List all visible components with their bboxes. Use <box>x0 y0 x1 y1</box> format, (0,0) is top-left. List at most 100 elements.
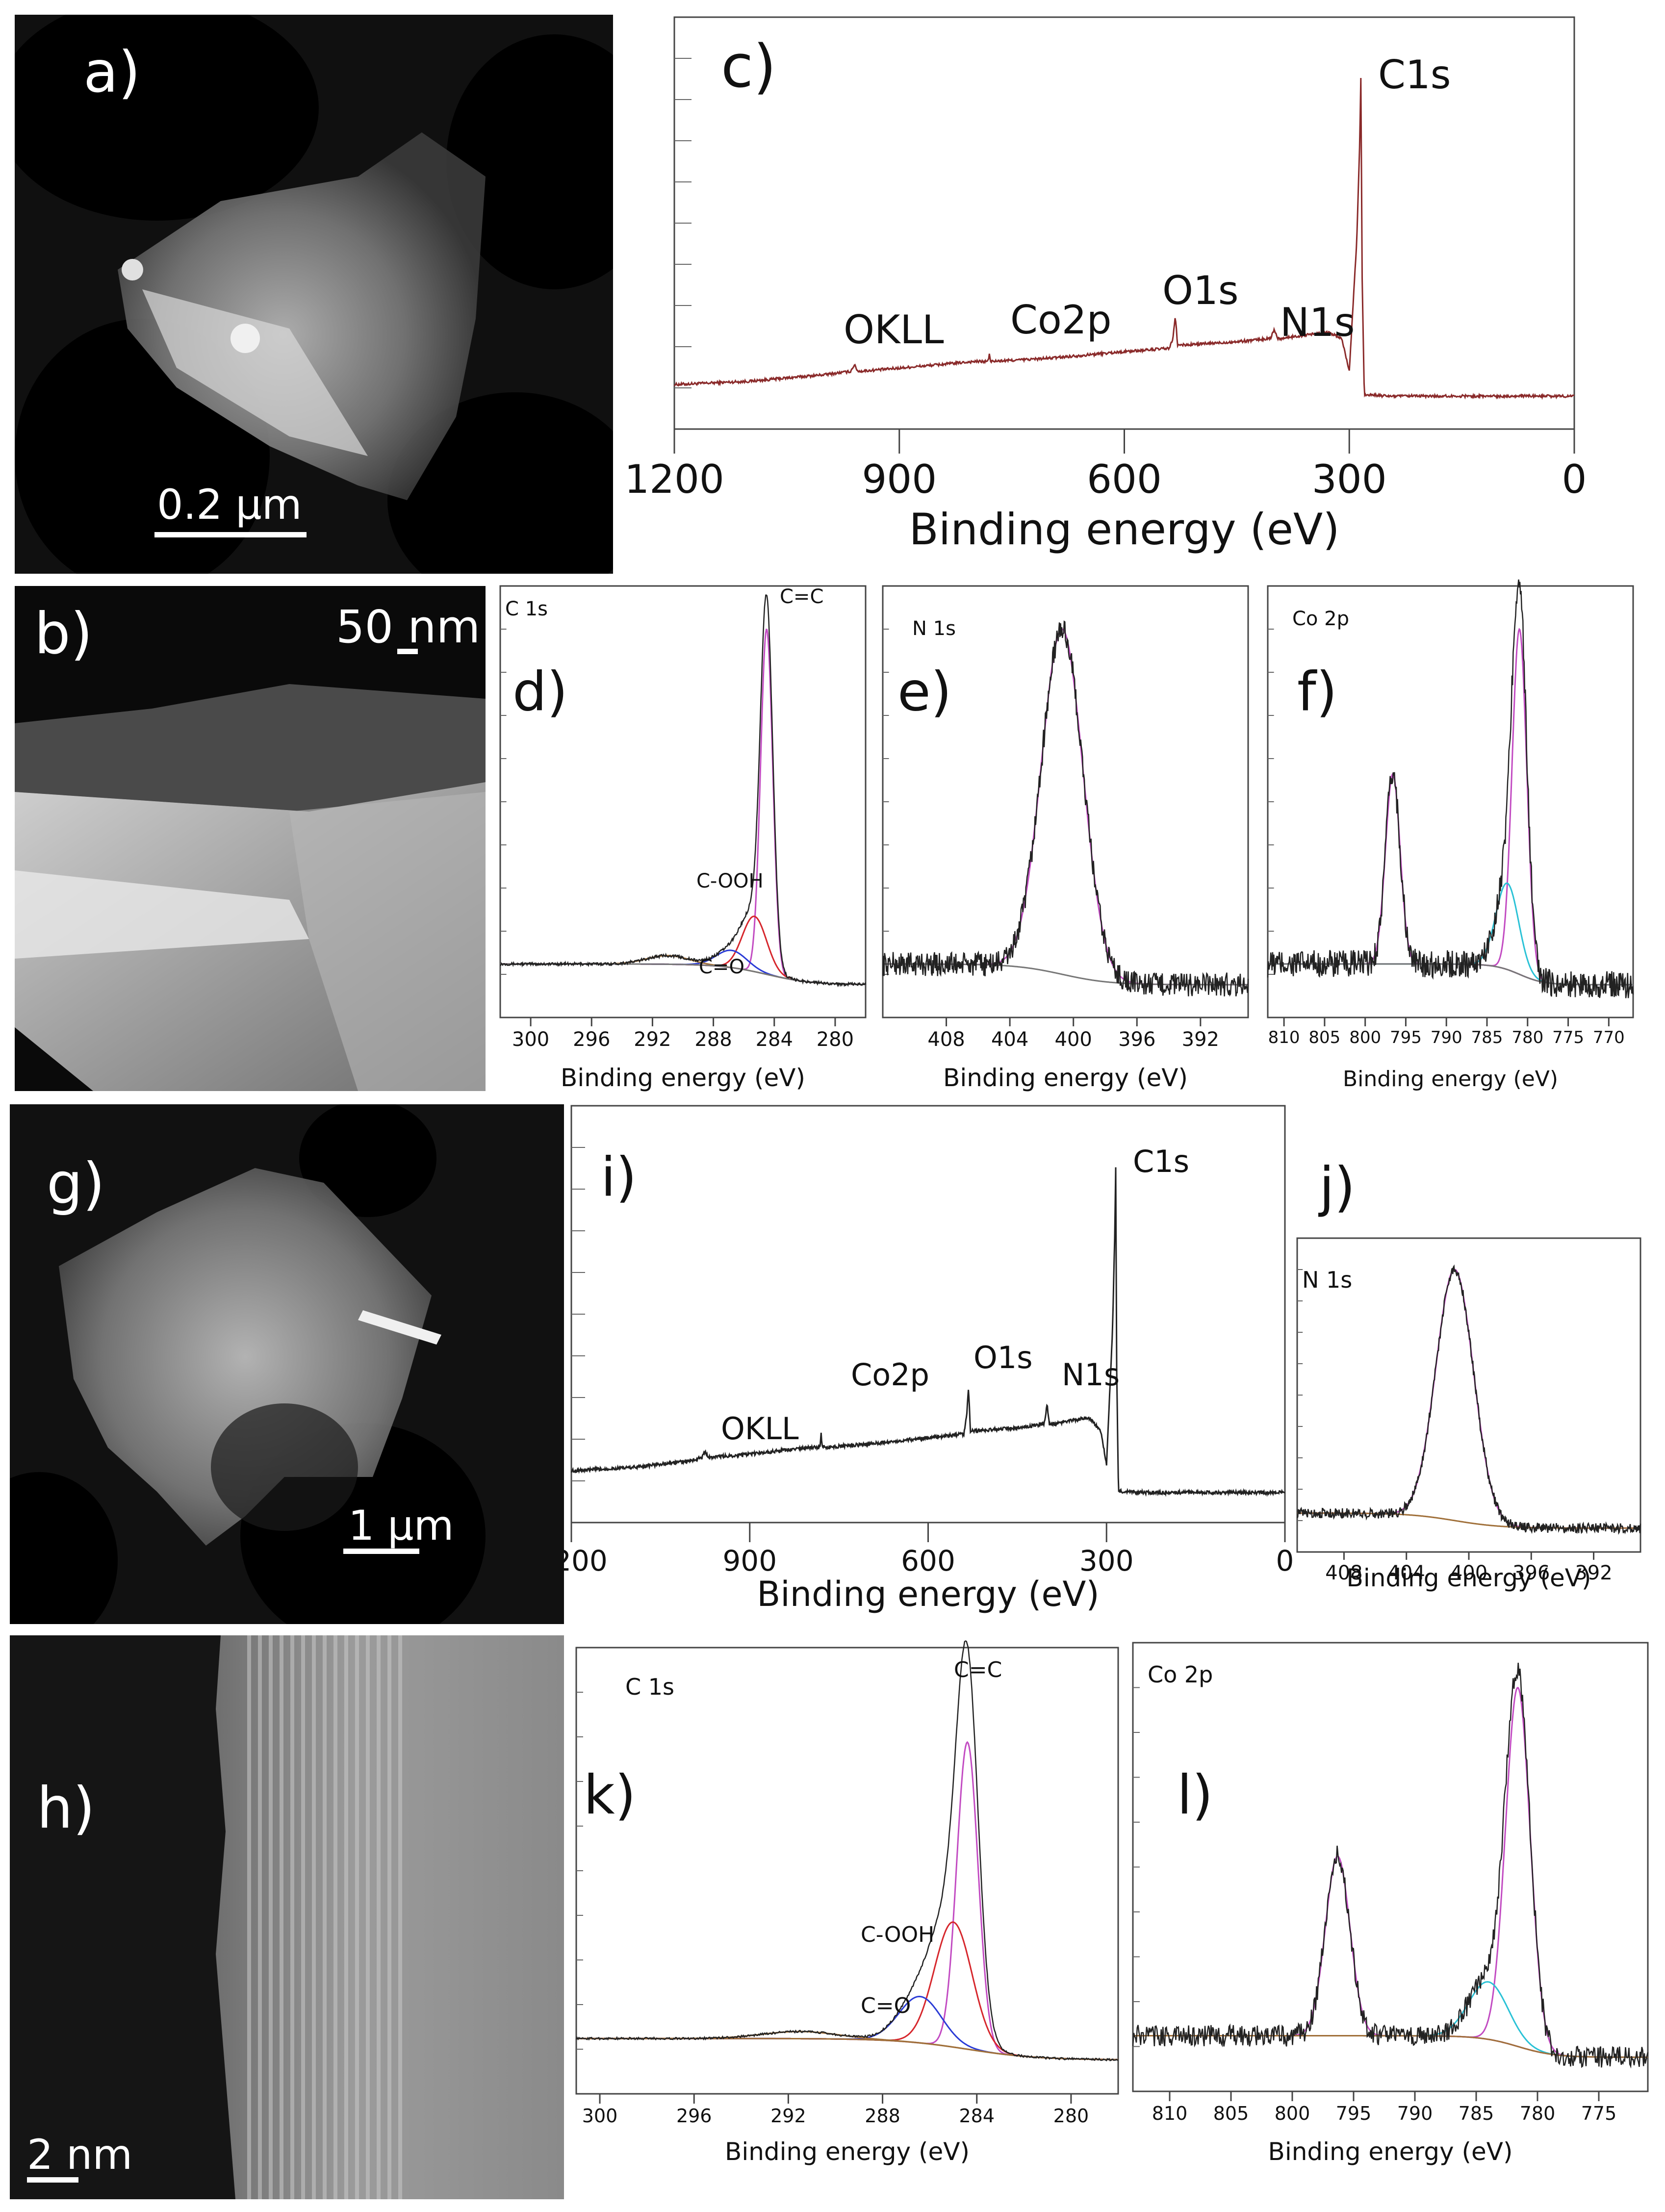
micrograph-g-image <box>10 1104 564 1624</box>
background-line-e <box>883 963 1248 986</box>
x-tick-label-l: 805 <box>1213 2103 1249 2124</box>
panel-label-f: f) <box>1297 661 1337 723</box>
x-tick-label-e: 396 <box>1118 1028 1155 1051</box>
panel-label-j: j) <box>1318 1156 1355 1219</box>
chart-title-e: N 1s <box>912 617 956 640</box>
x-tick-label-k: 284 <box>959 2105 995 2127</box>
peak-annotation-d: C-OOH <box>696 870 764 892</box>
x-tick-label-l: 780 <box>1520 2103 1556 2124</box>
panel-label-c: c) <box>721 33 776 101</box>
x-tick-label-d: 288 <box>694 1028 732 1051</box>
peak-annotation-c: C1s <box>1378 52 1451 98</box>
measured-spectrum-l <box>1132 1662 1649 2069</box>
panel-label-l: l) <box>1177 1764 1213 1827</box>
fit-component-e <box>883 628 1248 986</box>
x-axis-title-i: Binding energy (eV) <box>757 1574 1100 1614</box>
peak-annotation-k: C=C <box>954 1657 1002 1682</box>
x-tick-label-f: 775 <box>1552 1028 1584 1047</box>
micrograph-b-image <box>15 586 486 1091</box>
chart-f: 810 805 800 795 790 785 780 775 770 Binding energ… <box>1267 579 1634 1092</box>
measured-spectrum-e <box>882 620 1249 997</box>
peak-annotation-i: N1s <box>1062 1357 1120 1393</box>
x-tick-label-l: 790 <box>1397 2103 1433 2124</box>
peak-annotation-i: C1s <box>1133 1144 1189 1179</box>
scale-bar-g <box>343 1549 419 1554</box>
peak-annotation-c: Co2p <box>1010 297 1111 343</box>
fit-component-k <box>576 1921 1118 2060</box>
background-line-d <box>500 963 866 986</box>
survey-spectrum-c <box>673 77 1575 400</box>
panel-label-h: h) <box>37 1775 95 1841</box>
x-tick-label-k: 292 <box>770 2105 806 2127</box>
scale-label-b: 50 nm <box>336 601 481 653</box>
plot-frame-d <box>499 585 867 1018</box>
fit-component-k <box>576 1995 1118 2060</box>
x-tick-label-e: 392 <box>1182 1028 1219 1051</box>
plot-frame-f <box>1267 585 1634 1018</box>
scale-bar-a <box>154 532 307 537</box>
x-axis-title-l: Binding energy (eV) <box>1268 2137 1513 2166</box>
background-line-f <box>1268 963 1633 986</box>
chart-title-j: N 1s <box>1302 1267 1352 1293</box>
x-tick-label-l: 800 <box>1275 2103 1310 2124</box>
panel-a-micrograph: a) 0.2 µm <box>15 15 613 574</box>
plot-frame-e <box>882 585 1249 1018</box>
x-tick-label-f: 790 <box>1431 1028 1462 1047</box>
peak-annotation-i: O1s <box>973 1340 1033 1375</box>
x-tick-label-c: 900 <box>862 457 937 502</box>
peak-annotation-i: Co2p <box>851 1357 929 1393</box>
x-tick-label-f: 810 <box>1268 1028 1300 1047</box>
fit-component-f <box>1268 773 1633 986</box>
measured-spectrum-j <box>1296 1264 1641 1535</box>
x-axis-title-k: Binding energy (eV) <box>725 2137 970 2166</box>
x-tick-label-f: 780 <box>1511 1028 1543 1047</box>
panel-b-micrograph: b) 50 nm <box>15 586 486 1091</box>
fit-component-k <box>576 2031 1118 2060</box>
fit-component-l <box>1133 1981 1648 2058</box>
scale-bar-h <box>27 2177 78 2183</box>
chart-title-f: Co 2p <box>1292 608 1349 630</box>
measured-spectrum-k <box>575 1640 1119 2061</box>
survey-spectrum-i <box>570 1167 1285 1497</box>
peak-annotation-d: C=O <box>699 956 744 978</box>
x-tick-label-i: 300 <box>1079 1544 1134 1577</box>
x-tick-label-d: 284 <box>756 1028 793 1051</box>
panel-label-k: k) <box>584 1764 636 1827</box>
fit-component-k <box>576 1741 1118 2060</box>
fit-component-f <box>1268 628 1633 986</box>
panel-label-e: e) <box>897 661 952 723</box>
fit-component-l <box>1133 1687 1648 2058</box>
x-tick-label-f: 800 <box>1349 1028 1381 1047</box>
panel-g-micrograph: g) 1 µm <box>10 1104 564 1624</box>
chart-e: 408 404 400 396 392 Binding energy (eV) N 1s e) <box>882 585 1249 1092</box>
x-tick-label-k: 296 <box>676 2105 712 2127</box>
x-tick-label-f: 770 <box>1593 1028 1625 1047</box>
panel-label-i: i) <box>601 1146 637 1209</box>
x-tick-label-j: 392 <box>1575 1562 1612 1584</box>
micrograph-a-image <box>15 15 613 574</box>
x-tick-label-k: 280 <box>1053 2105 1089 2127</box>
x-axis-title-f: Binding energy (eV) <box>1343 1067 1558 1092</box>
peak-annotation-c: OKLL <box>844 307 944 353</box>
peak-annotation-c: O1s <box>1162 268 1239 313</box>
plot-frame-j <box>1296 1237 1641 1553</box>
measured-spectrum-d <box>500 594 867 988</box>
background-line-l <box>1133 2035 1648 2058</box>
peak-annotation-k: C=O <box>861 1993 911 2018</box>
background-line-j <box>1297 1512 1640 1529</box>
x-tick-label-j: 408 <box>1325 1562 1362 1584</box>
x-tick-label-l: 795 <box>1336 2103 1372 2124</box>
chart-c: 1200 900 600 300 0 Binding energy (eV) c) OKLL C… <box>624 16 1587 555</box>
panel-h-micrograph: h) 2 nm <box>10 1635 564 2199</box>
peak-annotation-k: C-OOH <box>861 1922 934 1947</box>
chart-d: 300 296 292 288 284 280 Binding energy (eV) C 1… <box>499 585 867 1092</box>
chart-title-k: C 1s <box>625 1674 674 1700</box>
scale-bar-b <box>397 649 418 654</box>
scale-label-g: 1 µm <box>348 1501 454 1550</box>
plot-frame-c <box>673 16 1575 430</box>
fit-component-d <box>500 915 866 986</box>
x-tick-label-i: 0 <box>1276 1544 1294 1577</box>
x-tick-label-c: 1200 <box>624 457 724 502</box>
fit-component-d <box>500 949 866 986</box>
